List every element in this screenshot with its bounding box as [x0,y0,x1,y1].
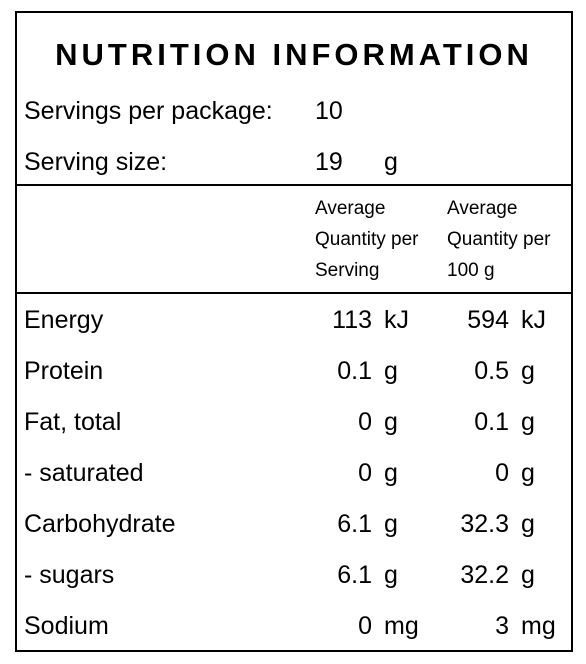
nutrient-label: Protein [24,357,104,385]
per100-value: 32.3 [460,510,509,538]
per100-value: 0.5 [474,357,509,385]
per100-unit: mg [521,612,556,640]
header-line: Quantity per [315,229,419,250]
header-line: Serving [315,260,380,281]
per100-value: 594 [467,306,509,334]
divider-bottom [17,292,571,294]
serving-size-label: Serving size: [24,148,168,176]
per100-value: 32.2 [460,561,509,589]
header-line: Average [315,198,386,219]
serving-unit: g [384,459,398,487]
per100-unit: g [521,510,535,538]
serving-value: 113 [332,306,372,334]
serving-value: 0.1 [337,357,372,385]
servings-label: Servings per package: [24,97,273,125]
nutrient-label: - sugars [24,561,115,589]
serving-size-value: 19 [315,148,343,176]
serving-unit: g [384,357,398,385]
serving-value: 0 [358,459,372,487]
divider-top [17,184,571,186]
per100-unit: g [521,357,535,385]
nutrient-label: Carbohydrate [24,510,176,538]
serving-size-unit: g [384,148,398,176]
per100-value: 3 [495,612,509,640]
serving-unit: g [384,408,398,436]
per100-unit: kJ [521,306,546,334]
serving-value: 6.1 [337,561,372,589]
per100-value: 0.1 [474,408,509,436]
header-line: Quantity per [447,229,551,250]
serving-value: 0 [358,612,372,640]
serving-unit: g [384,510,398,538]
nutrient-label: Fat, total [24,408,122,436]
per100-value: 0 [495,459,509,487]
nutrient-label: - saturated [24,459,144,487]
per100-unit: g [521,459,535,487]
per100-unit: g [521,408,535,436]
header-line: Average [447,198,518,219]
header-line: 100 g [447,260,495,281]
nutrient-label: Energy [24,306,104,334]
per100-unit: g [521,561,535,589]
nutrition-panel: NUTRITION INFORMATION Servings per packa… [15,11,573,652]
panel-title: NUTRITION INFORMATION [55,37,533,72]
servings-value: 10 [315,97,343,125]
serving-value: 6.1 [337,510,372,538]
serving-value: 0 [358,408,372,436]
serving-unit: kJ [384,306,409,334]
serving-unit: g [384,561,398,589]
serving-unit: mg [384,612,419,640]
nutrient-label: Sodium [24,612,109,640]
